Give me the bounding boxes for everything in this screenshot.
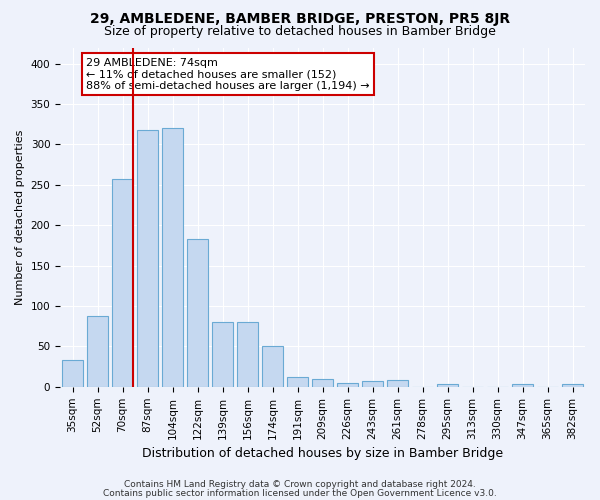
Bar — [87, 316, 108, 387]
Text: 29 AMBLEDENE: 74sqm
← 11% of detached houses are smaller (152)
88% of semi-detac: 29 AMBLEDENE: 74sqm ← 11% of detached ho… — [86, 58, 370, 91]
Bar — [112, 179, 133, 387]
Bar — [337, 383, 358, 387]
Bar — [562, 384, 583, 387]
Bar — [312, 378, 333, 387]
Bar — [212, 322, 233, 387]
Bar — [62, 360, 83, 387]
Bar — [137, 130, 158, 387]
Bar — [162, 128, 183, 387]
Bar — [187, 239, 208, 387]
Bar — [362, 381, 383, 387]
X-axis label: Distribution of detached houses by size in Bamber Bridge: Distribution of detached houses by size … — [142, 447, 503, 460]
Text: Contains HM Land Registry data © Crown copyright and database right 2024.: Contains HM Land Registry data © Crown c… — [124, 480, 476, 489]
Text: Size of property relative to detached houses in Bamber Bridge: Size of property relative to detached ho… — [104, 25, 496, 38]
Bar — [237, 322, 258, 387]
Text: Contains public sector information licensed under the Open Government Licence v3: Contains public sector information licen… — [103, 488, 497, 498]
Bar — [512, 384, 533, 387]
Bar — [437, 384, 458, 387]
Text: 29, AMBLEDENE, BAMBER BRIDGE, PRESTON, PR5 8JR: 29, AMBLEDENE, BAMBER BRIDGE, PRESTON, P… — [90, 12, 510, 26]
Bar — [387, 380, 408, 387]
Bar — [287, 377, 308, 387]
Y-axis label: Number of detached properties: Number of detached properties — [15, 130, 25, 305]
Bar — [262, 346, 283, 387]
